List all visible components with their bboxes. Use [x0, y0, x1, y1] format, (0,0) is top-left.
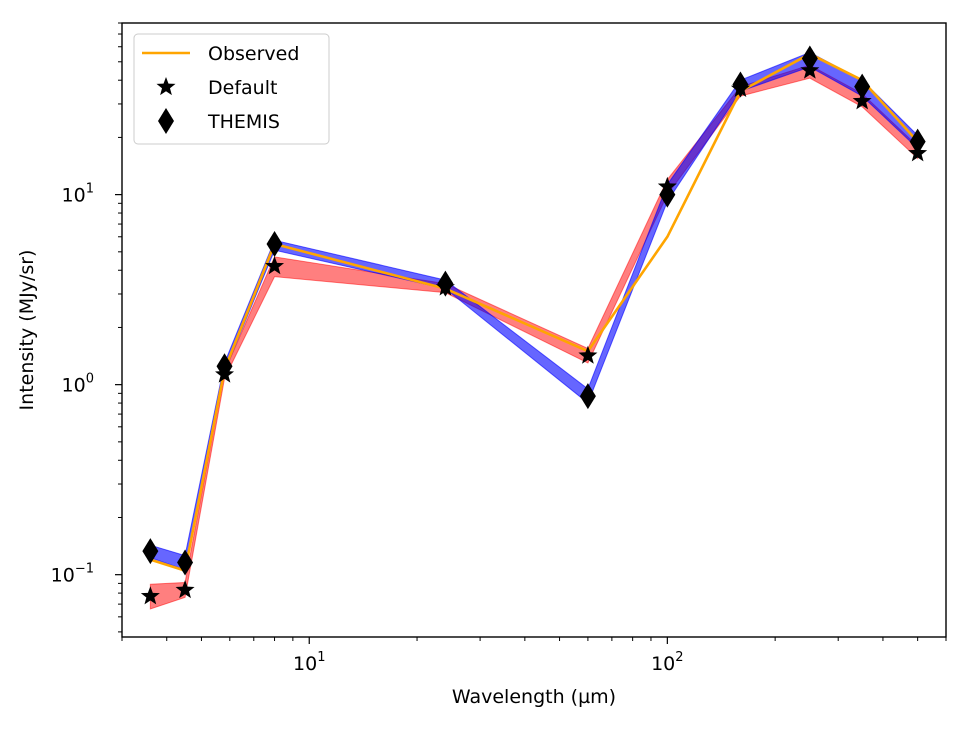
- themis-marker: [659, 181, 676, 208]
- legend: Observed Default THEMIS: [133, 33, 330, 145]
- x-axis-label: Wavelength (µm): [452, 686, 616, 708]
- x-tick-label: 101: [293, 650, 325, 675]
- default-marker: [265, 256, 285, 275]
- legend-label: Observed: [208, 43, 299, 65]
- markers-layer: [140, 45, 928, 605]
- themis-marker: [909, 128, 926, 155]
- themis-marker: [437, 270, 454, 297]
- legend-swatch-diamond: [158, 108, 174, 134]
- themis-marker: [216, 353, 233, 380]
- themis-marker: [579, 383, 596, 410]
- default-marker: [578, 345, 598, 364]
- themis-marker: [177, 549, 194, 576]
- themis-marker: [801, 45, 818, 72]
- themis-marker: [142, 538, 159, 565]
- x-tick-label: 102: [651, 650, 683, 675]
- default-marker: [175, 580, 195, 599]
- legend-swatch-star: [156, 77, 176, 96]
- y-tick-label: 100: [62, 372, 94, 397]
- default-marker: [852, 91, 872, 110]
- y-tick-label: 101: [62, 182, 94, 207]
- legend-label: THEMIS: [207, 111, 280, 133]
- themis-marker: [854, 73, 871, 100]
- y-tick-label: 10−1: [51, 562, 94, 587]
- legend-label: Default: [208, 77, 277, 99]
- y-axis-label: Intensity (MJy/sr): [16, 250, 38, 411]
- themis-marker: [266, 230, 283, 257]
- default-marker: [140, 586, 160, 605]
- legend-box: [133, 33, 330, 145]
- ticks-layer: 101 102 10−1 100 101: [51, 22, 947, 675]
- plot-frame: [121, 22, 947, 638]
- themis-marker: [732, 71, 749, 98]
